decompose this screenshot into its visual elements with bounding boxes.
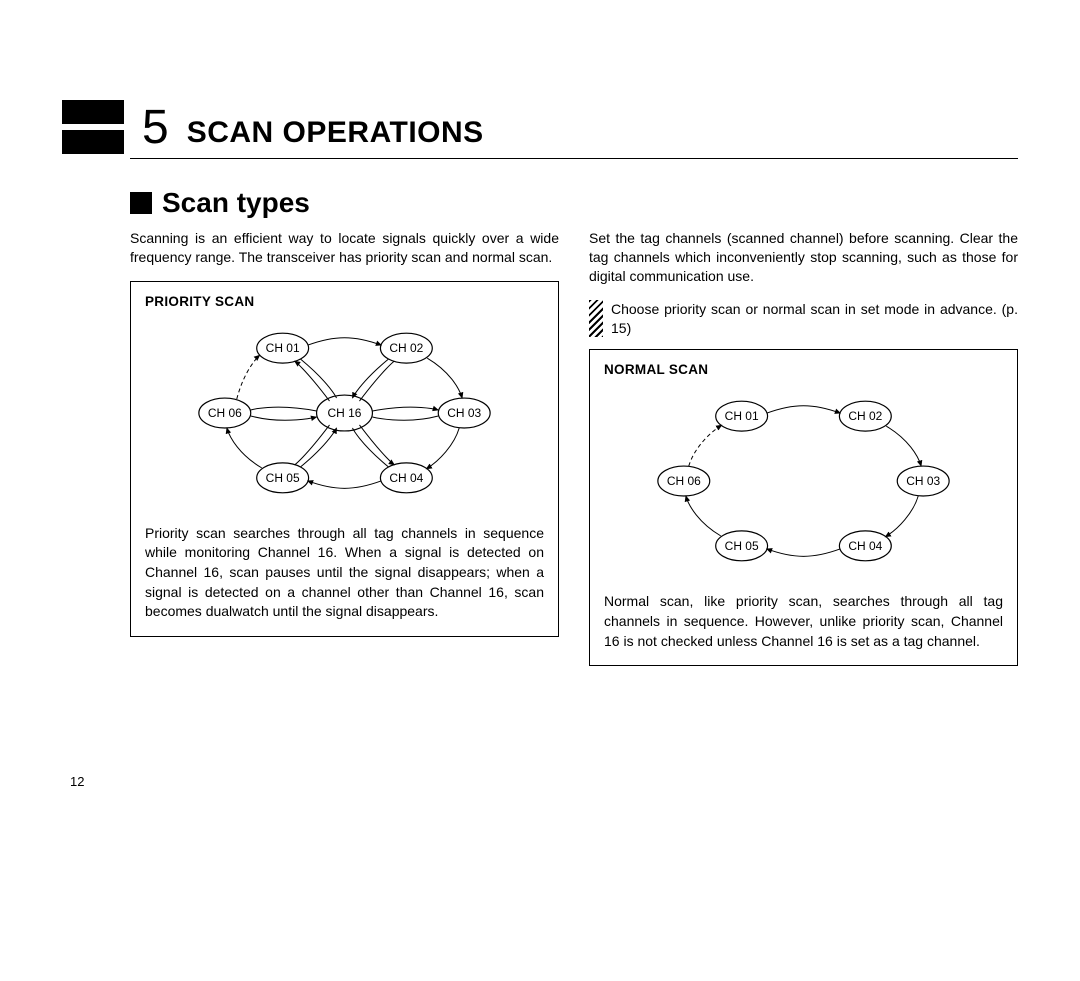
priority-scan-desc: Priority scan searches through all tag c… bbox=[145, 524, 544, 622]
chapter-number: 5 bbox=[142, 104, 169, 154]
svg-text:CH 16: CH 16 bbox=[328, 406, 362, 420]
page-number: 12 bbox=[70, 774, 84, 789]
normal-scan-diagram: CH 01 CH 02 CH 03 CH 04 CH 05 bbox=[604, 381, 1003, 586]
node-ch02: CH 02 bbox=[839, 402, 891, 432]
node-ch06: CH 06 bbox=[199, 398, 251, 428]
priority-scan-box: PRIORITY SCAN CH 16 CH 01 bbox=[130, 281, 559, 637]
svg-text:CH 04: CH 04 bbox=[389, 471, 423, 485]
svg-text:CH 05: CH 05 bbox=[725, 539, 759, 553]
node-ch01: CH 01 bbox=[716, 402, 768, 432]
node-ch06: CH 06 bbox=[658, 466, 710, 496]
svg-text:CH 03: CH 03 bbox=[447, 406, 481, 420]
intro-right: Set the tag channels (scanned channel) b… bbox=[589, 229, 1018, 286]
normal-scan-title: NORMAL SCAN bbox=[604, 362, 1003, 377]
chapter-title: SCAN OPERATIONS bbox=[187, 116, 484, 154]
node-ch03: CH 03 bbox=[897, 466, 949, 496]
section-title: Scan types bbox=[162, 187, 310, 219]
chapter-header: 5 SCAN OPERATIONS bbox=[62, 100, 1018, 154]
note-text: Choose priority scan or normal scan in s… bbox=[611, 300, 1018, 338]
intro-left: Scanning is an efficient way to locate s… bbox=[130, 229, 559, 267]
svg-text:CH 02: CH 02 bbox=[389, 341, 423, 355]
node-ch03: CH 03 bbox=[438, 398, 490, 428]
node-ch02: CH 02 bbox=[380, 333, 432, 363]
node-ch01: CH 01 bbox=[257, 333, 309, 363]
note-hatch-icon bbox=[589, 300, 603, 338]
svg-text:CH 02: CH 02 bbox=[848, 410, 882, 424]
right-column: Set the tag channels (scanned channel) b… bbox=[589, 229, 1018, 666]
node-ch04: CH 04 bbox=[380, 463, 432, 493]
chapter-marker-bars bbox=[62, 100, 124, 154]
node-ch04: CH 04 bbox=[839, 531, 891, 561]
left-column: Scanning is an efficient way to locate s… bbox=[130, 229, 559, 666]
two-column-layout: Scanning is an efficient way to locate s… bbox=[130, 229, 1018, 666]
note-block: Choose priority scan or normal scan in s… bbox=[589, 300, 1018, 338]
svg-text:CH 01: CH 01 bbox=[266, 341, 300, 355]
section-heading: Scan types bbox=[130, 187, 1018, 219]
priority-scan-diagram: CH 16 CH 01 CH 02 CH 03 CH 04 bbox=[145, 313, 544, 518]
svg-text:CH 06: CH 06 bbox=[208, 406, 242, 420]
node-ch16: CH 16 bbox=[317, 395, 373, 431]
normal-scan-desc: Normal scan, like priority scan, searche… bbox=[604, 592, 1003, 651]
svg-text:CH 04: CH 04 bbox=[848, 539, 882, 553]
svg-text:CH 06: CH 06 bbox=[667, 474, 701, 488]
node-ch05: CH 05 bbox=[716, 531, 768, 561]
normal-scan-box: NORMAL SCAN CH 01 CH 02 CH 03 bbox=[589, 349, 1018, 666]
svg-text:CH 03: CH 03 bbox=[906, 474, 940, 488]
priority-scan-title: PRIORITY SCAN bbox=[145, 294, 544, 309]
node-ch05: CH 05 bbox=[257, 463, 309, 493]
svg-text:CH 05: CH 05 bbox=[266, 471, 300, 485]
section-marker-icon bbox=[130, 192, 152, 214]
title-rule bbox=[130, 158, 1018, 159]
svg-text:CH 01: CH 01 bbox=[725, 410, 759, 424]
